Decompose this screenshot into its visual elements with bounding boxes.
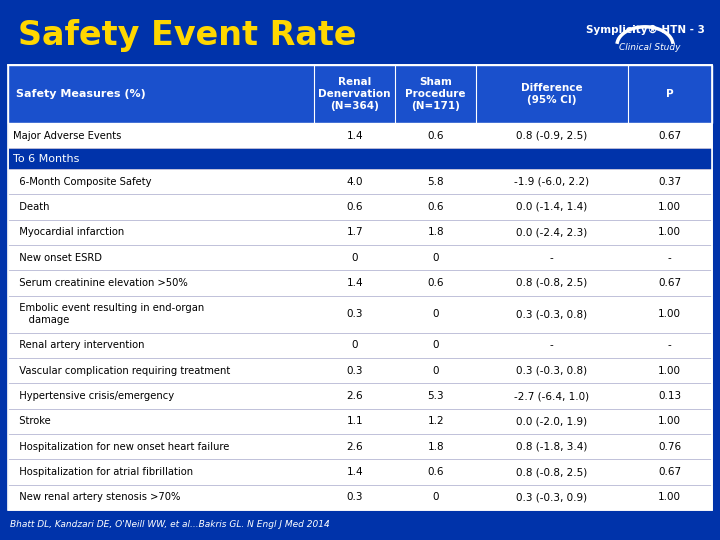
Text: Difference
(95% CI): Difference (95% CI) xyxy=(521,83,582,105)
Text: Clinical Study: Clinical Study xyxy=(619,44,680,52)
Text: 0.76: 0.76 xyxy=(658,442,681,451)
Text: 0.0 (-2.0, 1.9): 0.0 (-2.0, 1.9) xyxy=(516,416,588,427)
Text: 1.4: 1.4 xyxy=(346,467,363,477)
Text: Renal artery intervention: Renal artery intervention xyxy=(13,340,145,350)
Text: 0: 0 xyxy=(351,253,358,262)
Bar xyxy=(8,65,712,510)
Bar xyxy=(8,333,712,358)
Text: Bhatt DL, Kandzari DE, O'Neill WW, et al...Bakris GL. N Engl J Med 2014: Bhatt DL, Kandzari DE, O'Neill WW, et al… xyxy=(10,520,330,529)
Bar xyxy=(8,485,712,510)
Text: 0.8 (-0.9, 2.5): 0.8 (-0.9, 2.5) xyxy=(516,131,588,140)
Text: Sham
Procedure
(N=171): Sham Procedure (N=171) xyxy=(405,77,466,111)
Bar xyxy=(8,409,712,434)
Text: 0.3: 0.3 xyxy=(346,309,363,319)
Text: 0.37: 0.37 xyxy=(658,177,681,187)
Text: -2.7 (-6.4, 1.0): -2.7 (-6.4, 1.0) xyxy=(514,391,590,401)
Text: 0: 0 xyxy=(433,366,439,376)
Text: 0.8 (-0.8, 2.5): 0.8 (-0.8, 2.5) xyxy=(516,278,588,288)
Text: -: - xyxy=(668,253,672,262)
Text: 1.2: 1.2 xyxy=(428,416,444,427)
Bar xyxy=(8,220,712,245)
Bar xyxy=(8,270,712,295)
Text: Hypertensive crisis/emergency: Hypertensive crisis/emergency xyxy=(13,391,174,401)
Text: Death: Death xyxy=(13,202,50,212)
Text: Hospitalization for atrial fibrillation: Hospitalization for atrial fibrillation xyxy=(13,467,193,477)
Text: 0: 0 xyxy=(433,340,439,350)
Text: 0.6: 0.6 xyxy=(428,202,444,212)
Text: 2.6: 2.6 xyxy=(346,391,363,401)
Text: 1.00: 1.00 xyxy=(658,416,681,427)
Text: 0.6: 0.6 xyxy=(428,131,444,140)
Text: 0.67: 0.67 xyxy=(658,131,681,140)
Text: 1.4: 1.4 xyxy=(346,278,363,288)
Bar xyxy=(8,295,712,333)
Text: Major Adverse Events: Major Adverse Events xyxy=(13,131,122,140)
Text: Safety Measures (%): Safety Measures (%) xyxy=(16,89,145,99)
Text: Vascular complication requiring treatment: Vascular complication requiring treatmen… xyxy=(13,366,230,376)
Text: P: P xyxy=(666,89,674,99)
Bar xyxy=(8,383,712,409)
Text: 1.00: 1.00 xyxy=(658,202,681,212)
Text: New onset ESRD: New onset ESRD xyxy=(13,253,102,262)
Text: 0.67: 0.67 xyxy=(658,278,681,288)
Text: 1.4: 1.4 xyxy=(346,131,363,140)
Text: Stroke: Stroke xyxy=(13,416,50,427)
Text: -: - xyxy=(550,340,554,350)
Text: 0.3 (-0.3, 0.8): 0.3 (-0.3, 0.8) xyxy=(516,366,588,376)
Text: 1.8: 1.8 xyxy=(428,442,444,451)
Bar xyxy=(8,460,712,485)
Text: 0: 0 xyxy=(433,253,439,262)
Text: 0.3 (-0.3, 0.9): 0.3 (-0.3, 0.9) xyxy=(516,492,588,502)
Text: 2.6: 2.6 xyxy=(346,442,363,451)
Text: 1.00: 1.00 xyxy=(658,366,681,376)
Text: 6-Month Composite Safety: 6-Month Composite Safety xyxy=(13,177,151,187)
Bar xyxy=(8,65,712,123)
Text: 0: 0 xyxy=(433,309,439,319)
Text: 4.0: 4.0 xyxy=(346,177,363,187)
Text: 0.0 (-1.4, 1.4): 0.0 (-1.4, 1.4) xyxy=(516,202,588,212)
Text: 1.8: 1.8 xyxy=(428,227,444,237)
Text: 1.7: 1.7 xyxy=(346,227,363,237)
Bar xyxy=(8,434,712,460)
Bar xyxy=(8,245,712,270)
Text: 1.00: 1.00 xyxy=(658,309,681,319)
Text: 0.3: 0.3 xyxy=(346,492,363,502)
Text: 0.8 (-1.8, 3.4): 0.8 (-1.8, 3.4) xyxy=(516,442,588,451)
Text: 0.0 (-2.4, 2.3): 0.0 (-2.4, 2.3) xyxy=(516,227,588,237)
Text: To 6 Months: To 6 Months xyxy=(13,154,79,164)
Text: 1.00: 1.00 xyxy=(658,492,681,502)
Bar xyxy=(8,194,712,220)
Bar xyxy=(8,169,712,194)
Text: 0.6: 0.6 xyxy=(428,467,444,477)
Text: 1.00: 1.00 xyxy=(658,227,681,237)
Bar xyxy=(8,148,712,169)
Text: 0.6: 0.6 xyxy=(346,202,363,212)
Text: 0: 0 xyxy=(351,340,358,350)
Text: -: - xyxy=(668,340,672,350)
Text: 0: 0 xyxy=(433,492,439,502)
Text: Embolic event resulting in end-organ
     damage: Embolic event resulting in end-organ dam… xyxy=(13,303,204,325)
Text: 0.67: 0.67 xyxy=(658,467,681,477)
Text: Safety Event Rate: Safety Event Rate xyxy=(18,18,356,51)
Text: 5.8: 5.8 xyxy=(428,177,444,187)
Text: 0.3: 0.3 xyxy=(346,366,363,376)
Text: -: - xyxy=(550,253,554,262)
Text: Symplicity® HTN - 3: Symplicity® HTN - 3 xyxy=(585,25,704,35)
Text: Renal
Denervation
(N=364): Renal Denervation (N=364) xyxy=(318,77,391,111)
Text: Myocardial infarction: Myocardial infarction xyxy=(13,227,125,237)
Text: 1.1: 1.1 xyxy=(346,416,363,427)
Text: Hospitalization for new onset heart failure: Hospitalization for new onset heart fail… xyxy=(13,442,230,451)
Bar xyxy=(8,123,712,148)
Text: 0.13: 0.13 xyxy=(658,391,681,401)
Text: 0.8 (-0.8, 2.5): 0.8 (-0.8, 2.5) xyxy=(516,467,588,477)
Text: 0.3 (-0.3, 0.8): 0.3 (-0.3, 0.8) xyxy=(516,309,588,319)
Bar xyxy=(8,358,712,383)
Text: -1.9 (-6.0, 2.2): -1.9 (-6.0, 2.2) xyxy=(514,177,590,187)
Text: 5.3: 5.3 xyxy=(428,391,444,401)
Text: New renal artery stenosis >70%: New renal artery stenosis >70% xyxy=(13,492,181,502)
Text: 0.6: 0.6 xyxy=(428,278,444,288)
Text: Serum creatinine elevation >50%: Serum creatinine elevation >50% xyxy=(13,278,188,288)
